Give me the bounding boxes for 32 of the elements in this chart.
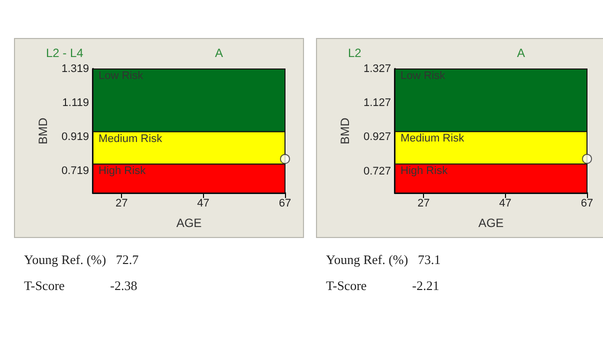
y-axis-title: BMD (36, 117, 50, 144)
band-label: Medium Risk (98, 132, 163, 145)
band-label: Low Risk (98, 70, 144, 82)
y-tick-label: 1.319 (61, 63, 89, 75)
text: Young Ref. (%) 73.1 (326, 252, 442, 269)
band-label: High Risk (98, 165, 146, 178)
band-label: Medium Risk (400, 132, 465, 145)
x-axis-title: AGE (176, 216, 202, 230)
chart-title: L2 - L4 (46, 46, 84, 60)
y-tick-label: 1.119 (62, 97, 89, 110)
text: T-Score -2.21 (326, 278, 440, 295)
y-tick-label: 1.327 (363, 63, 391, 75)
y-tick-label: 0.919 (61, 131, 89, 144)
chart-subtitle: A (517, 46, 526, 60)
x-tick-label: 67 (580, 198, 594, 210)
x-tick-label: 67 (278, 198, 292, 210)
chart-subtitle: A (215, 46, 224, 60)
text: Young Ref. (%) 72.7 (24, 252, 140, 269)
y-axis-title: BMD (338, 117, 352, 144)
x-tick-label: 47 (197, 198, 210, 210)
x-tick-label: 47 (499, 198, 512, 210)
band-label: Low Risk (400, 70, 446, 82)
y-tick-label: 0.927 (363, 131, 391, 144)
x-tick-label: 27 (115, 198, 128, 210)
text: T-Score -2.38 (24, 278, 138, 295)
y-tick-label: 1.127 (363, 97, 391, 110)
y-tick-label: 0.719 (61, 165, 89, 178)
x-tick-label: 27 (417, 198, 430, 210)
x-axis-title: AGE (478, 216, 504, 230)
y-tick-label: 0.727 (363, 165, 391, 178)
chart-title: L2 (348, 46, 362, 60)
band-label: High Risk (400, 165, 448, 178)
